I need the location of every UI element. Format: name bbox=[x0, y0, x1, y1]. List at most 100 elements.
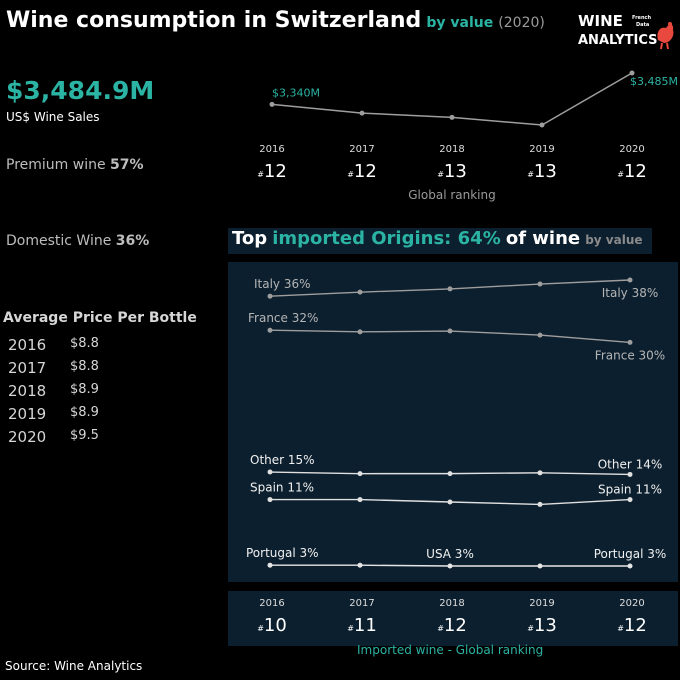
price-year: 2017 bbox=[8, 359, 47, 377]
imported-rank-2020: #12 bbox=[617, 615, 647, 636]
italy-point-2018 bbox=[447, 286, 453, 292]
sales-rank-2016: #12 bbox=[257, 161, 287, 182]
imported-rank-2019: #13 bbox=[527, 615, 557, 636]
price-year: 2018 bbox=[8, 382, 47, 400]
title-main: Wine consumption in Switzerland bbox=[6, 8, 422, 33]
sales-label-first: $3,340M bbox=[272, 86, 320, 99]
rank-number: 12 bbox=[624, 161, 647, 182]
rank-hash: # bbox=[617, 624, 624, 633]
sales-rank-2017: #12 bbox=[347, 161, 377, 182]
rank-number: 12 bbox=[354, 161, 377, 182]
rank-hash: # bbox=[437, 624, 444, 633]
spain-point-2018 bbox=[447, 499, 453, 505]
imported-year-2020: 2020 bbox=[619, 598, 644, 609]
italy-point-2017 bbox=[357, 289, 363, 295]
france-end-label: France 30% bbox=[595, 348, 665, 362]
rank-number: 10 bbox=[264, 615, 287, 636]
spain-end-label: Spain 11% bbox=[598, 483, 662, 497]
title-by-value: by value bbox=[426, 15, 494, 31]
premium-share: Premium wine 57% bbox=[6, 157, 144, 173]
italy-start-label: Italy 36% bbox=[254, 277, 311, 291]
price-year: 2016 bbox=[8, 336, 47, 354]
other-point-2016 bbox=[267, 469, 273, 475]
rank-hash: # bbox=[617, 170, 624, 179]
imported-year-2018: 2018 bbox=[439, 598, 464, 609]
rooster-icon bbox=[657, 22, 674, 50]
sales-rank-2020: #12 bbox=[617, 161, 647, 182]
rank-hash: # bbox=[257, 624, 264, 633]
sales-label: US$ Wine Sales bbox=[6, 110, 100, 124]
price-value: $8.9 bbox=[70, 405, 99, 420]
sales-year-2017: 2017 bbox=[349, 144, 374, 155]
rank-number: 12 bbox=[264, 161, 287, 182]
imported-title-part1: Top bbox=[232, 228, 268, 249]
portugal-point-2020 bbox=[627, 563, 633, 569]
spain-point-2017 bbox=[357, 497, 363, 503]
portugal-start-label: Portugal 3% bbox=[246, 546, 319, 560]
rank-number: 12 bbox=[444, 615, 467, 636]
imported-title-part4: by value bbox=[585, 233, 643, 247]
price-value: $8.8 bbox=[70, 336, 99, 351]
domestic-share: Domestic Wine 36% bbox=[6, 233, 149, 249]
imported-title-part3: of wine bbox=[505, 228, 581, 249]
sales-point-2019 bbox=[539, 122, 545, 128]
rank-number: 13 bbox=[534, 615, 557, 636]
france-point-2017 bbox=[357, 329, 363, 335]
domestic-label: Domestic Wine bbox=[6, 233, 112, 249]
rank-number: 13 bbox=[444, 161, 467, 182]
spain-start-label: Spain 11% bbox=[250, 481, 314, 495]
italy-point-2020 bbox=[627, 277, 633, 283]
imported-rank-2016: #10 bbox=[257, 615, 287, 636]
price-year: 2020 bbox=[8, 428, 47, 446]
sales-line-chart: $3,340M $3,485M 2016 #12 2017 #12 2018 #13 2019 #… bbox=[257, 70, 678, 202]
rank-hash: # bbox=[257, 170, 264, 179]
imported-year-2017: 2017 bbox=[349, 598, 374, 609]
sales-year-2016: 2016 bbox=[259, 144, 284, 155]
portugal-point-2016 bbox=[267, 562, 273, 568]
sales-year-2018: 2018 bbox=[439, 144, 464, 155]
portugal-point-2019 bbox=[537, 563, 543, 569]
premium-pct: 57% bbox=[110, 157, 144, 173]
imported-ranking-label: Imported wine - Global ranking bbox=[357, 643, 544, 657]
page-title: Wine consumption in Switzerland by value… bbox=[6, 8, 545, 33]
portugal-end-label: Portugal 3% bbox=[594, 547, 667, 561]
france-point-2018 bbox=[447, 328, 453, 334]
spain-point-2019 bbox=[537, 501, 543, 507]
premium-label: Premium wine bbox=[6, 157, 106, 173]
title-year: (2020) bbox=[498, 15, 545, 31]
sales-rank-2019: #13 bbox=[527, 161, 557, 182]
sales-year-2020: 2020 bbox=[619, 144, 644, 155]
spain-point-2016 bbox=[267, 497, 273, 503]
france-point-2019 bbox=[537, 332, 543, 338]
other-point-2018 bbox=[447, 471, 453, 477]
rank-hash: # bbox=[347, 624, 354, 633]
sales-label-last: $3,485M bbox=[630, 75, 678, 88]
other-point-2017 bbox=[357, 471, 363, 477]
france-point-2016 bbox=[267, 327, 273, 333]
price-value: $9.5 bbox=[70, 428, 99, 443]
other-point-2020 bbox=[627, 471, 633, 477]
rank-hash: # bbox=[347, 170, 354, 179]
portugal-point-2018 bbox=[447, 563, 453, 569]
sales-point-2018 bbox=[449, 114, 455, 120]
other-start-label: Other 15% bbox=[250, 453, 315, 467]
global-ranking-label: Global ranking bbox=[408, 188, 496, 202]
source-note: Source: Wine Analytics bbox=[5, 659, 143, 673]
portugal-point-2017 bbox=[357, 562, 363, 568]
imported-rank-2018: #12 bbox=[437, 615, 467, 636]
rank-number: 13 bbox=[534, 161, 557, 182]
logo-tag2: Data bbox=[636, 22, 649, 28]
rank-hash: # bbox=[437, 170, 444, 179]
domestic-pct: 36% bbox=[115, 233, 150, 249]
imported-rank-2017: #11 bbox=[347, 615, 377, 636]
imported-title: Top imported Origins: 64% of wine by val… bbox=[228, 228, 652, 254]
italy-end-label: Italy 38% bbox=[602, 286, 659, 300]
imported-title-part2: imported Origins: 64% bbox=[272, 228, 501, 249]
italy-point-2016 bbox=[267, 293, 273, 299]
imported-year-2016: 2016 bbox=[259, 598, 284, 609]
price-title: Average Price Per Bottle bbox=[3, 310, 197, 326]
rank-number: 11 bbox=[354, 615, 377, 636]
other-end-label: Other 14% bbox=[598, 457, 663, 471]
imported-year-2019: 2019 bbox=[529, 598, 554, 609]
usa-label: USA 3% bbox=[426, 547, 474, 561]
